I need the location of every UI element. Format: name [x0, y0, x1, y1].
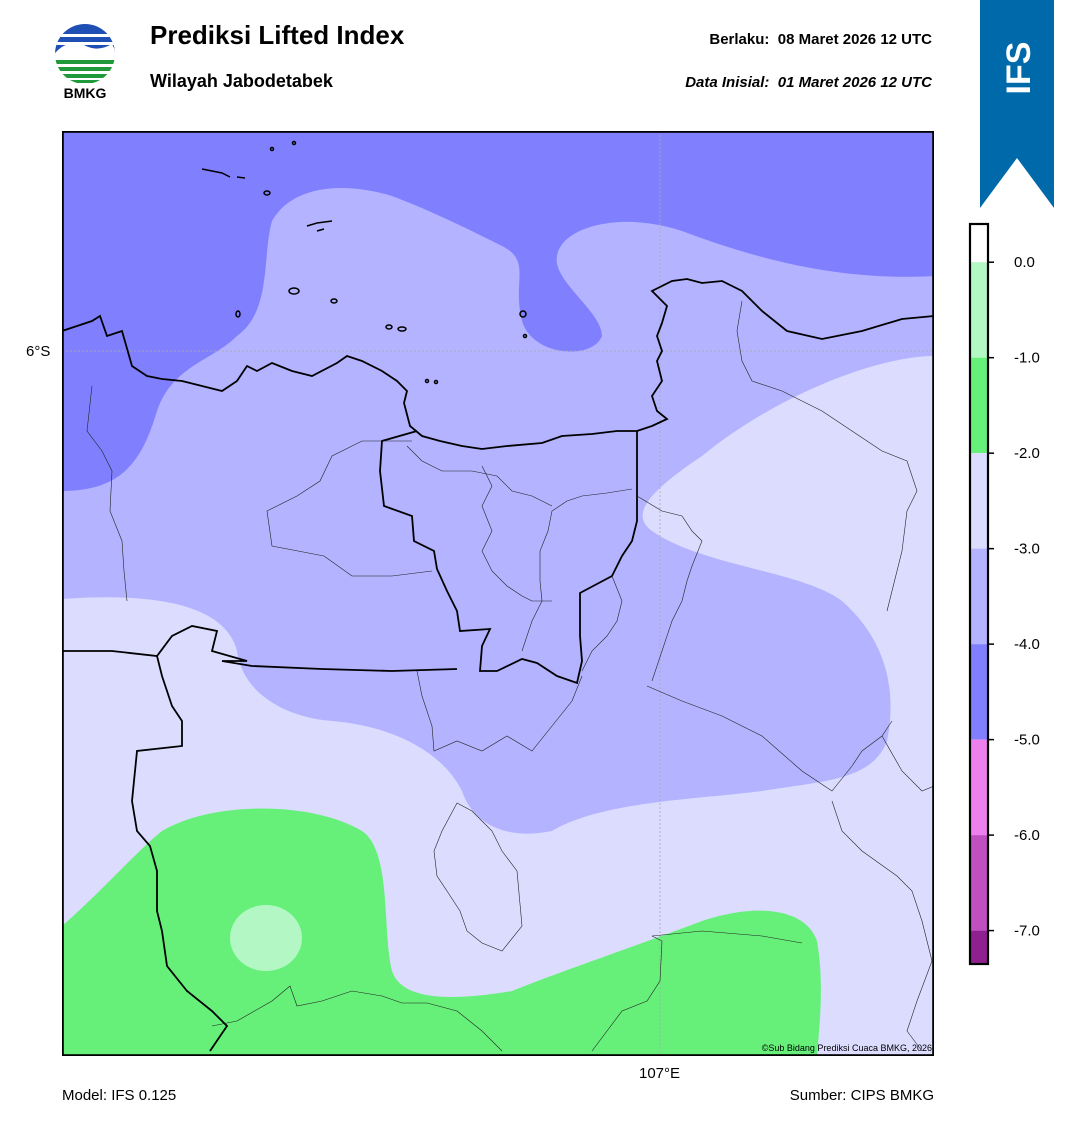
- valid-time: Berlaku: 08 Maret 2026 12 UTC: [709, 31, 932, 48]
- colorbar-tick-label: -6.0: [1014, 827, 1040, 844]
- colorbar-bin: [970, 357, 988, 454]
- lat-label-6s: 6°S: [26, 343, 51, 360]
- li-region-minus4-minus3: [62, 131, 934, 834]
- init-time-label: Data Inisial:: [685, 74, 770, 91]
- colorbar-bin: [970, 644, 988, 740]
- li-region-minus5-minus4-top: [62, 131, 934, 491]
- source-label: Sumber: CIPS BMKG: [789, 1087, 934, 1104]
- colorbar-bin: [970, 930, 988, 964]
- page-subtitle: Wilayah Jabodetabek: [150, 71, 333, 91]
- colorbar-tick-label: -4.0: [1014, 636, 1040, 653]
- colorbar-tick-label: -2.0: [1014, 445, 1040, 462]
- init-time: Data Inisial: 01 Maret 2026 12 UTC: [685, 74, 932, 91]
- colorbar-bin: [970, 739, 988, 836]
- coastline: [62, 278, 934, 450]
- islands: [201, 140, 528, 385]
- valid-time-value: 08 Maret 2026 12 UTC: [777, 31, 932, 48]
- logo-text: BMKG: [64, 85, 107, 101]
- colorbar-ticks: 0.0 -1.0 -2.0 -3.0 -4.0 -5.0 -6.0 -7.0: [988, 254, 1040, 940]
- ifs-banner: IFS: [980, 0, 1054, 208]
- colorbar-tick-label: -3.0: [1014, 541, 1040, 558]
- colorbar-tick-label: -7.0: [1014, 923, 1040, 940]
- colorbar-bin: [970, 548, 988, 645]
- colorbar-tick-label: -5.0: [1014, 732, 1040, 749]
- ifs-banner-text: IFS: [1000, 42, 1038, 95]
- li-region-minus2-minus1-left: [62, 808, 821, 1056]
- colorbar-tick-label: -1.0: [1014, 350, 1040, 367]
- colorbar-tick-label: 0.0: [1014, 254, 1035, 271]
- colorbar-bin: [970, 224, 988, 263]
- init-time-value: 01 Maret 2026 12 UTC: [777, 74, 932, 91]
- lifted-index-map: ©Sub Bidang Prediksi Cuaca BMKG, 2026: [62, 131, 934, 1056]
- colorbar: 0.0 -1.0 -2.0 -3.0 -4.0 -5.0 -6.0 -7.0: [968, 222, 1040, 966]
- map-copyright: ©Sub Bidang Prediksi Cuaca BMKG, 2026: [762, 1043, 932, 1053]
- province-boundary-west: [131, 655, 229, 1052]
- bmkg-logo-icon: BMKG: [55, 24, 115, 101]
- lon-label-107e: 107°E: [639, 1065, 681, 1082]
- regency-boundaries: [86, 300, 934, 1052]
- valid-time-label: Berlaku:: [709, 31, 770, 48]
- colorbar-bins: [970, 224, 988, 964]
- li-region-minus1-zero: [230, 905, 302, 971]
- page-title: Prediksi Lifted Index: [150, 20, 405, 50]
- colorbar-bin: [970, 262, 988, 358]
- colorbar-bin: [970, 835, 988, 931]
- model-label: Model: IFS 0.125: [62, 1087, 177, 1104]
- colorbar-bin: [970, 453, 988, 549]
